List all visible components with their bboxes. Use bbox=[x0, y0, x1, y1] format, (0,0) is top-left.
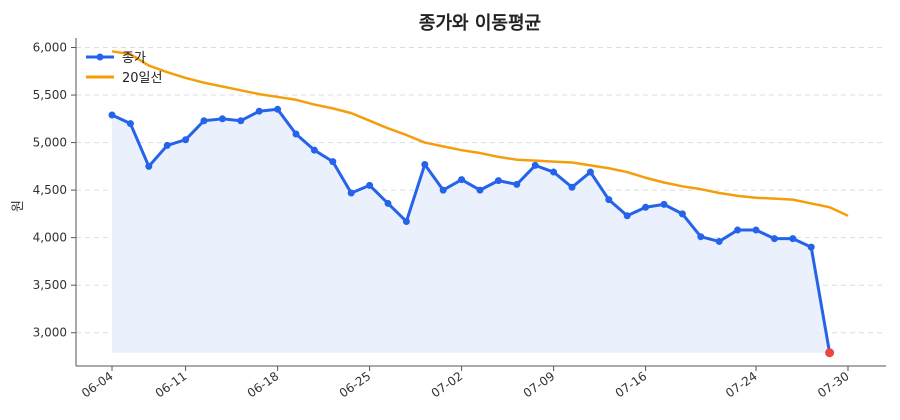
data-point bbox=[439, 186, 447, 194]
x-tick-label: 07-09 bbox=[521, 369, 558, 400]
legend-marker bbox=[96, 53, 104, 61]
data-point bbox=[752, 226, 760, 234]
data-point bbox=[642, 203, 650, 211]
data-point bbox=[366, 181, 374, 189]
data-point bbox=[255, 107, 263, 115]
data-point bbox=[697, 233, 705, 241]
legend-label: 종가 bbox=[122, 51, 146, 66]
data-point bbox=[513, 180, 521, 188]
x-tick-label: 06-11 bbox=[153, 369, 190, 400]
data-point bbox=[237, 117, 245, 125]
y-tick-label: 4,000 bbox=[33, 231, 67, 245]
data-point bbox=[550, 168, 558, 176]
legend: 종가 20일선 bbox=[86, 51, 162, 86]
y-tick-label: 6,000 bbox=[33, 41, 67, 55]
x-tick-label: 07-30 bbox=[815, 369, 852, 400]
data-point bbox=[200, 117, 208, 125]
data-point bbox=[458, 176, 466, 184]
data-point bbox=[531, 161, 539, 169]
data-point bbox=[292, 130, 300, 138]
series-area-fill bbox=[112, 109, 830, 353]
data-point bbox=[329, 158, 337, 166]
data-point bbox=[126, 120, 134, 128]
data-point bbox=[605, 196, 613, 204]
y-tick-label: 3,500 bbox=[33, 278, 67, 292]
data-point bbox=[145, 162, 153, 170]
data-point bbox=[310, 146, 318, 154]
data-point bbox=[678, 210, 686, 218]
series-line bbox=[111, 50, 849, 217]
chart-title: 종가와 이동평균 bbox=[419, 13, 541, 34]
y-tick-label: 5,000 bbox=[33, 136, 67, 150]
plot-area bbox=[108, 50, 849, 358]
data-point bbox=[623, 212, 631, 220]
data-point bbox=[347, 189, 355, 197]
data-point bbox=[715, 237, 723, 245]
data-point bbox=[807, 243, 815, 251]
x-tick-label: 07-02 bbox=[429, 369, 466, 400]
y-tick-label: 5,500 bbox=[33, 88, 67, 102]
last-point-marker bbox=[825, 348, 835, 358]
data-point bbox=[476, 186, 484, 194]
x-tick-label: 06-18 bbox=[245, 369, 282, 400]
data-point bbox=[163, 141, 171, 149]
data-point bbox=[568, 183, 576, 191]
x-tick-label: 06-25 bbox=[337, 369, 374, 400]
data-point bbox=[108, 111, 116, 119]
data-point bbox=[421, 160, 429, 168]
series-line bbox=[111, 107, 832, 353]
data-point bbox=[586, 168, 594, 176]
data-point bbox=[274, 105, 282, 113]
y-tick-label: 4,500 bbox=[33, 183, 67, 197]
x-tick-label: 06-04 bbox=[79, 369, 116, 400]
x-tick-label: 07-24 bbox=[723, 369, 760, 400]
y-axis-label: 원 bbox=[11, 200, 26, 212]
x-tick-label: 07-16 bbox=[613, 369, 650, 400]
data-point bbox=[770, 235, 778, 243]
data-point bbox=[789, 235, 797, 243]
data-point bbox=[494, 177, 502, 185]
y-tick-label: 3,000 bbox=[33, 326, 67, 340]
data-point bbox=[384, 199, 392, 207]
data-point bbox=[734, 226, 742, 234]
data-point bbox=[218, 115, 226, 123]
data-point bbox=[660, 200, 668, 208]
data-point bbox=[402, 217, 410, 225]
legend-label: 20일선 bbox=[122, 71, 162, 86]
data-point bbox=[182, 136, 190, 144]
